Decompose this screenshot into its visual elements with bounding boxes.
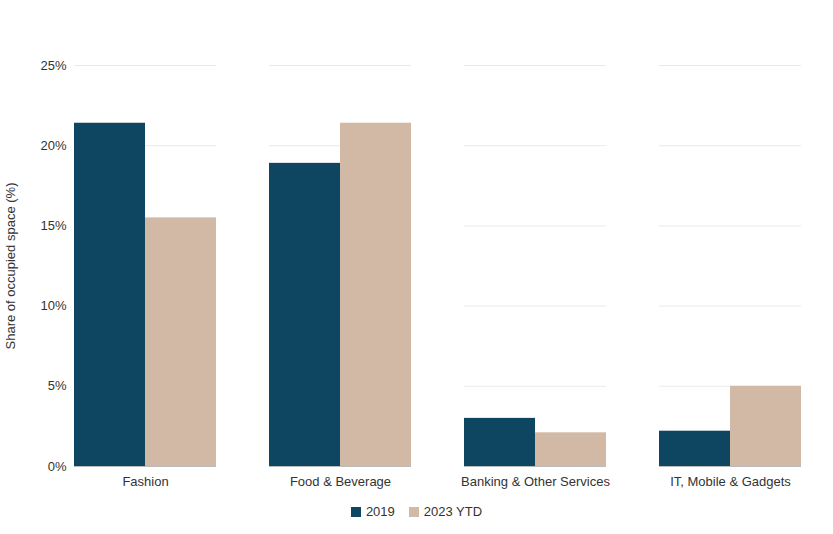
svg-text:Food & Beverage: Food & Beverage [290,474,391,489]
svg-text:25%: 25% [40,58,66,73]
svg-text:Share of occupied space (%): Share of occupied space (%) [3,183,18,350]
svg-text:15%: 15% [40,218,66,233]
html-text:2019: 2019 [365,504,395,519]
svg-text:Banking & Other Services: Banking & Other Services [461,474,610,489]
svg-text:Fashion: Fashion [122,474,168,489]
svg-text:20%: 20% [40,138,66,153]
svg-text:10%: 10% [40,298,66,313]
svg-text:5%: 5% [48,378,67,393]
html-text:2023 YTD: 2023 YTD [423,504,483,519]
svg-text:IT, Mobile & Gadgets: IT, Mobile & Gadgets [670,474,791,489]
svg-text:0%: 0% [48,459,67,474]
